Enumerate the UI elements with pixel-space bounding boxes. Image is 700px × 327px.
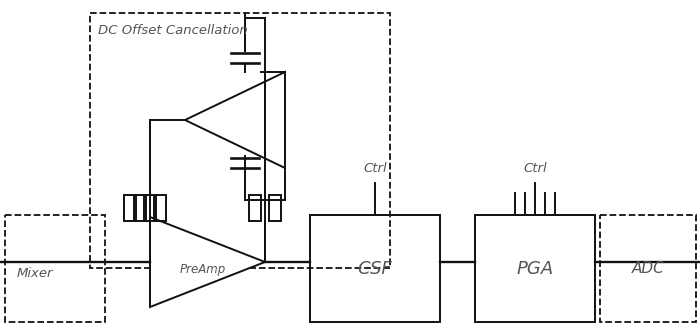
Text: ADC: ADC bbox=[631, 261, 664, 276]
Bar bbox=[310, 215, 440, 322]
Bar bbox=[269, 195, 281, 221]
Bar bbox=[90, 13, 390, 268]
Text: CSF: CSF bbox=[358, 260, 393, 278]
Text: PreAmp: PreAmp bbox=[180, 264, 226, 277]
Bar bbox=[124, 195, 136, 221]
Bar bbox=[475, 215, 595, 322]
Text: Ctrl: Ctrl bbox=[523, 162, 547, 175]
Text: PGA: PGA bbox=[517, 260, 554, 278]
Bar bbox=[134, 195, 146, 221]
Bar bbox=[600, 215, 696, 322]
Bar bbox=[249, 195, 261, 221]
Text: DC Offset Cancellation: DC Offset Cancellation bbox=[98, 24, 248, 37]
Polygon shape bbox=[185, 72, 285, 168]
Text: Mixer: Mixer bbox=[17, 267, 53, 280]
Bar bbox=[144, 195, 156, 221]
Bar bbox=[5, 215, 105, 322]
Polygon shape bbox=[150, 217, 265, 307]
Bar bbox=[154, 195, 166, 221]
Text: Ctrl: Ctrl bbox=[363, 162, 387, 175]
